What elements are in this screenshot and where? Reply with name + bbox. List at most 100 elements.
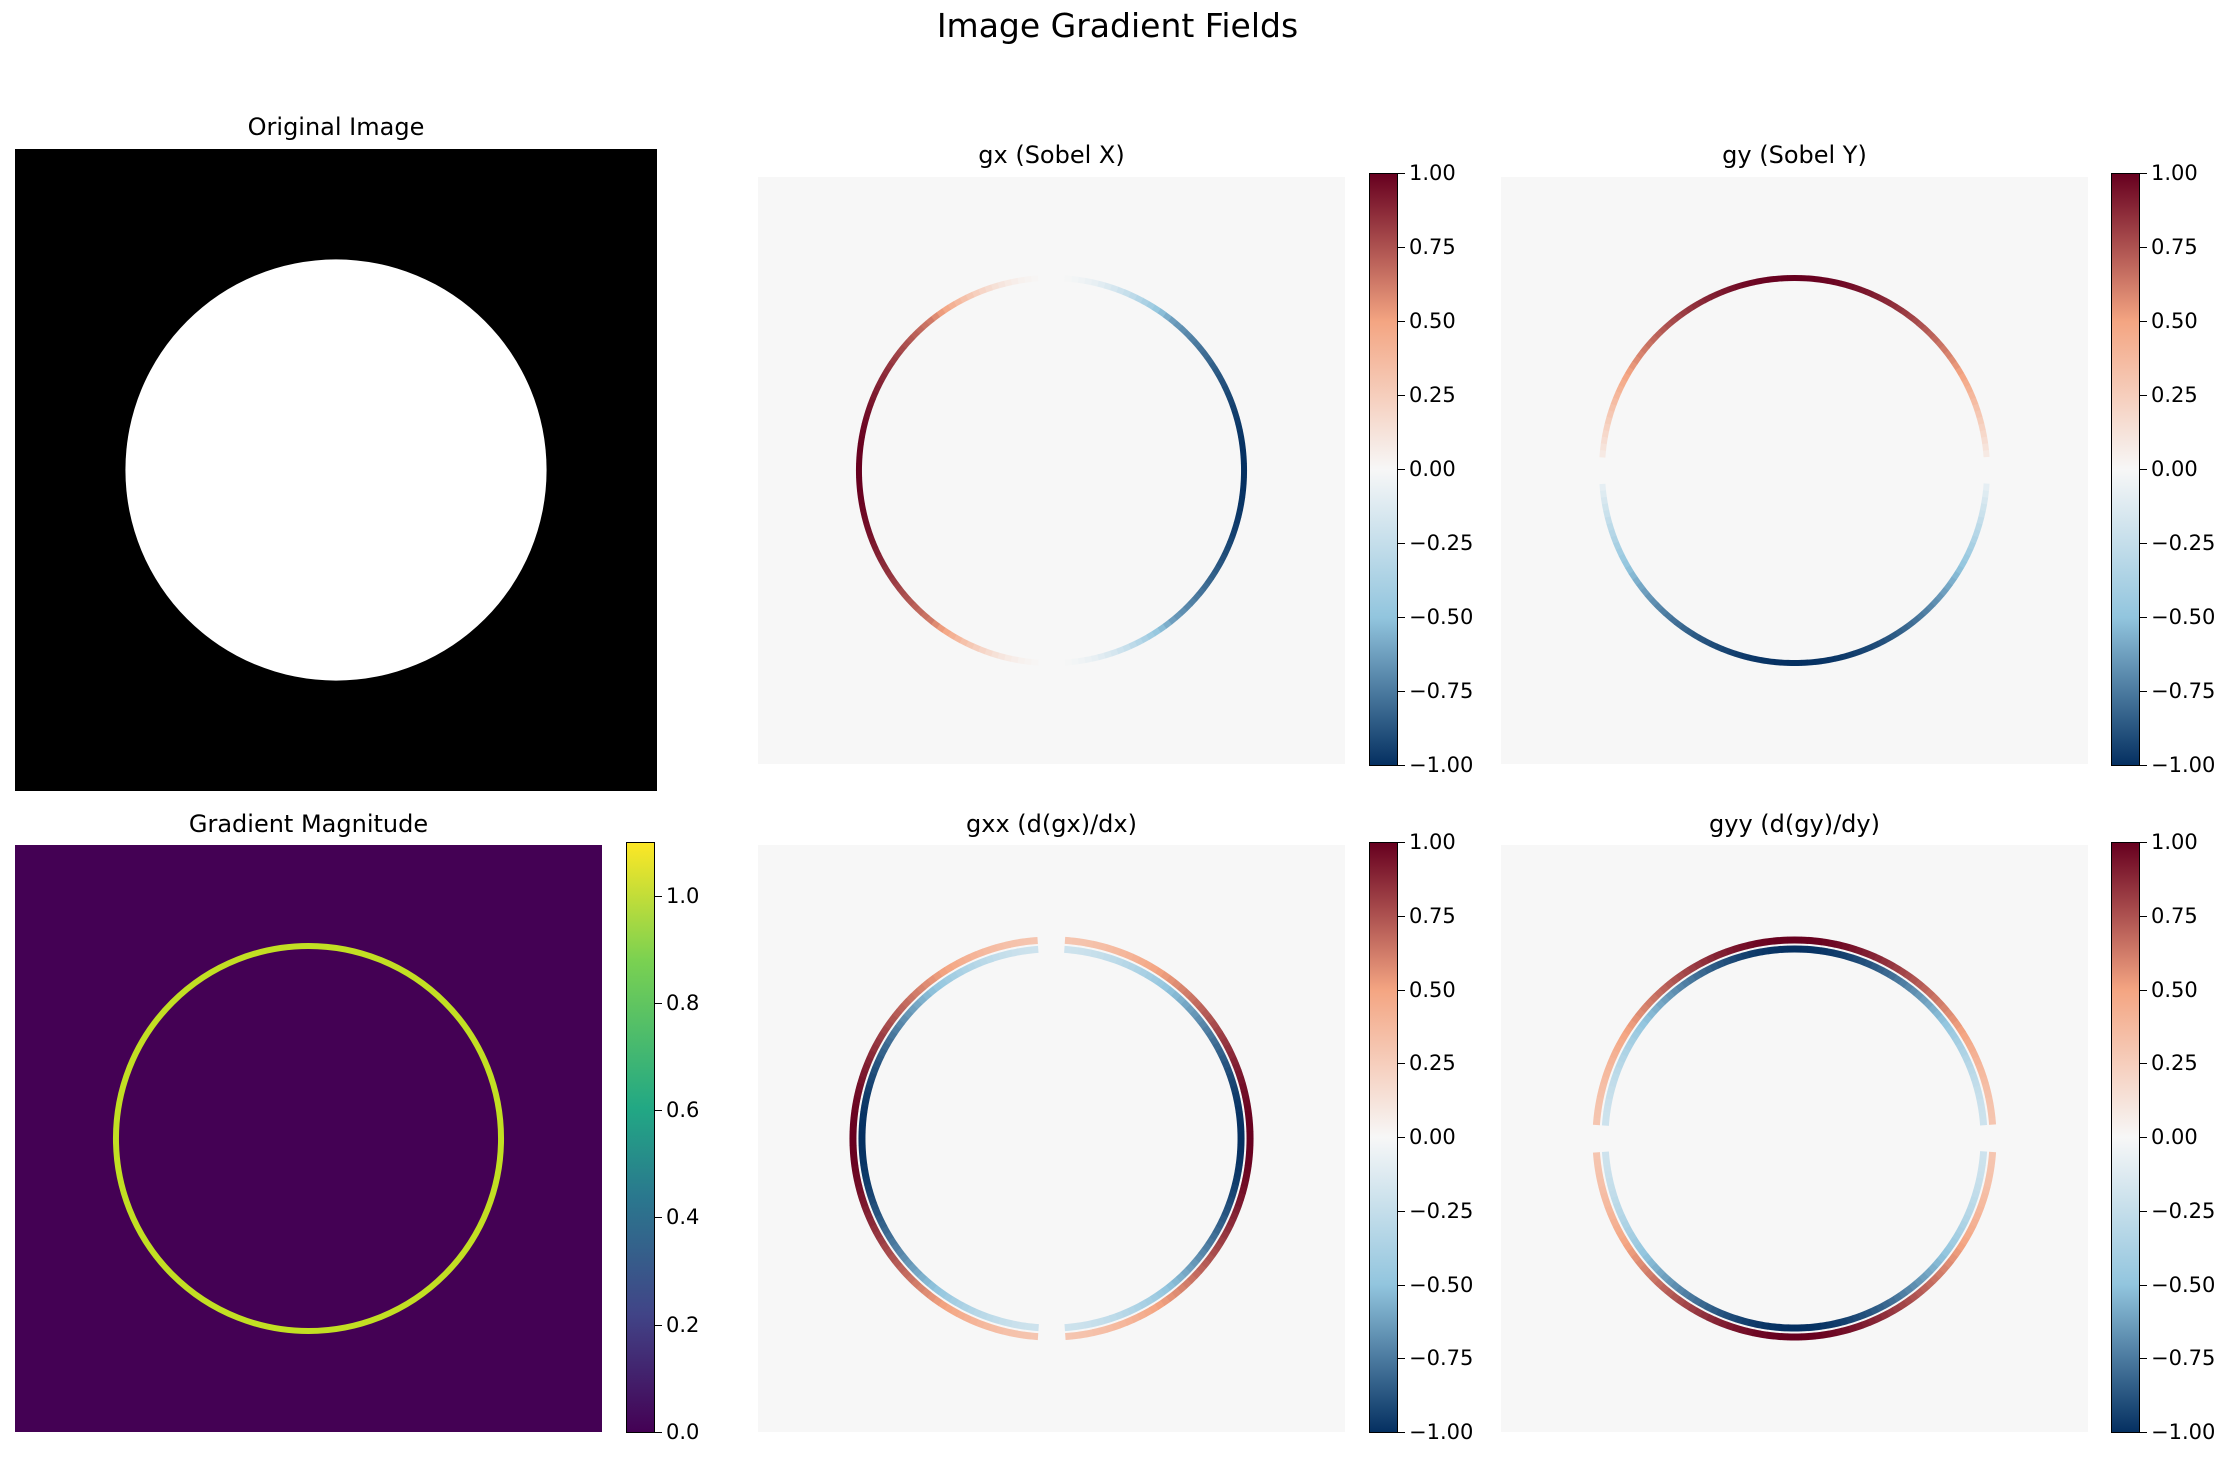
image-background (1501, 177, 2088, 764)
colorbar-tick-mark (2140, 842, 2147, 843)
panel-title-gy: gy (Sobel Y) (1722, 141, 1867, 169)
colorbar-tick-label: 1.00 (1409, 161, 1456, 185)
colorbar-tick-label: −1.00 (1409, 753, 1474, 777)
colorbar-tick-label: 0.25 (1409, 383, 1456, 407)
colorbar-tick-label: 0.50 (1409, 309, 1456, 333)
image-background (15, 845, 602, 1432)
colorbar-tick-label: −0.50 (1409, 605, 1474, 629)
colorbar-tick-mark (1398, 617, 1405, 618)
colorbar-tick-mark (2140, 1210, 2147, 1212)
colorbar-tick-label: 0.0 (666, 1420, 700, 1444)
colorbar-tick-mark (1398, 842, 1405, 843)
panel-title-gx: gx (Sobel X) (978, 141, 1125, 169)
colorbar-tick-label: 0.50 (2151, 309, 2198, 333)
colorbar-tick-label: 0.00 (2151, 1125, 2198, 1149)
colorbar-tick-label: 0.6 (666, 1098, 700, 1123)
colorbar-tick-label: 1.00 (2151, 830, 2198, 854)
image-gxx (758, 845, 1345, 1432)
colorbar-tick-label: 1.00 (2151, 161, 2198, 185)
colorbar-tick-label: 0.25 (2151, 1051, 2198, 1076)
colorbar-tick-label: 0.00 (2151, 457, 2198, 481)
colorbar-tick-mark (1398, 543, 1405, 544)
colorbar-tick-mark (655, 1217, 662, 1219)
colorbar-gy (2111, 173, 2140, 766)
colorbar-tick-mark (2140, 691, 2147, 692)
colorbar-tick-mark (2140, 1284, 2147, 1286)
colorbar-tick-mark (1398, 1063, 1405, 1065)
colorbar-tick-mark (2140, 989, 2147, 991)
colorbar-tick-label: −0.50 (2151, 1272, 2216, 1297)
gxx-outer-ring (849, 936, 1254, 1341)
colorbar-tick-mark (655, 895, 662, 897)
colorbar-gxx (1369, 842, 1398, 1433)
colorbar-tick-mark (655, 1110, 662, 1112)
colorbar-tick-label: 0.00 (1409, 457, 1456, 481)
colorbar-tick-label: 0.4 (666, 1205, 700, 1230)
colorbar-tick-mark (655, 1324, 662, 1326)
colorbar-tick-mark (2140, 173, 2147, 174)
colorbar-tick-mark (1398, 1358, 1405, 1360)
colorbar-tick-label: 0.75 (1409, 235, 1456, 259)
colorbar-tick-label: 0.25 (2151, 383, 2198, 407)
colorbar-tick-label: −0.25 (2151, 1198, 2216, 1223)
colorbar-magnitude (626, 842, 655, 1433)
colorbar-tick-mark (1398, 173, 1405, 174)
colorbar-tick-label: −0.75 (2151, 679, 2216, 703)
image-magnitude (15, 845, 602, 1432)
colorbar-gx (1369, 173, 1398, 766)
colorbar-tick-label: −0.75 (2151, 1346, 2216, 1371)
colorbar-tick-mark (2140, 321, 2147, 322)
colorbar-tick-mark (1398, 1432, 1405, 1433)
colorbar-tick-label: 0.75 (2151, 903, 2198, 928)
colorbar-tick-mark (2140, 1063, 2147, 1065)
colorbar-tick-mark (2140, 1358, 2147, 1360)
colorbar-tick-mark (1398, 1284, 1405, 1286)
colorbar-tick-label: 1.00 (1409, 830, 1456, 854)
colorbar-tick-label: −0.25 (1409, 531, 1474, 555)
colorbar-tick-label: −0.75 (1409, 679, 1474, 703)
colorbar-tick-label: 0.75 (1409, 903, 1456, 928)
colorbar-tick-label: 0.50 (2151, 977, 2198, 1002)
gyy-inner-ring (1601, 945, 1988, 1332)
colorbar-tick-label: −0.50 (2151, 605, 2216, 629)
colorbar-tick-mark (2140, 765, 2147, 766)
colorbar-tick-label: 0.75 (2151, 235, 2198, 259)
colorbar-tick-mark (1398, 1210, 1405, 1212)
colorbar-tick-label: −1.00 (1409, 1420, 1474, 1444)
colorbar-tick-mark (2140, 617, 2147, 618)
gxx-inner-ring (858, 945, 1245, 1332)
colorbar-tick-mark (2140, 469, 2147, 470)
colorbar-tick-label: 0.00 (1409, 1125, 1456, 1149)
colorbar-tick-mark (1398, 247, 1405, 248)
colorbar-tick-label: 0.25 (1409, 1051, 1456, 1076)
colorbar-tick-label: −0.25 (2151, 531, 2216, 555)
panel-title-magnitude: Gradient Magnitude (188, 810, 429, 838)
colorbar-tick-mark (2140, 1137, 2147, 1138)
colorbar-tick-mark (655, 1002, 662, 1004)
colorbar-tick-label: −1.00 (2151, 1420, 2216, 1444)
colorbar-tick-label: −0.50 (1409, 1272, 1474, 1297)
image-background (758, 845, 1345, 1432)
colorbar-tick-label: 0.50 (1409, 977, 1456, 1002)
image-gy (1501, 177, 2088, 764)
colorbar-tick-label: 0.8 (666, 990, 700, 1015)
colorbar-gyy (2111, 842, 2140, 1433)
colorbar-tick-mark (1398, 989, 1405, 991)
panel-title-original: Original Image (247, 113, 425, 141)
image-gx (758, 177, 1345, 764)
gy-ring (1599, 274, 1990, 667)
colorbar-tick-mark (2140, 395, 2147, 396)
image-gyy (1501, 845, 2088, 1432)
colorbar-tick-mark (2140, 543, 2147, 544)
disk (125, 259, 547, 681)
gyy-outer-ring (1592, 936, 1997, 1341)
colorbar-tick-mark (1398, 765, 1405, 766)
colorbar-tick-mark (2140, 247, 2147, 248)
colorbar-tick-label: −0.75 (1409, 1346, 1474, 1371)
colorbar-tick-label: 1.0 (666, 883, 700, 908)
colorbar-tick-mark (1398, 915, 1405, 917)
magnitude-ring (112, 942, 505, 1335)
colorbar-tick-mark (1398, 321, 1405, 322)
gx-ring (855, 275, 1248, 666)
colorbar-tick-mark (1398, 395, 1405, 396)
